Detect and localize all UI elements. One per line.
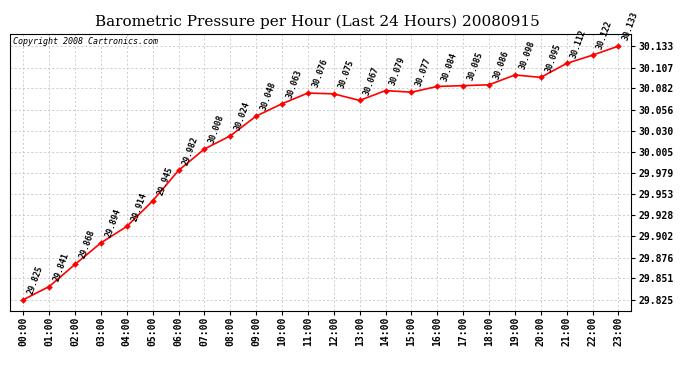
Text: 30.133: 30.133 (621, 10, 640, 42)
Text: 30.077: 30.077 (414, 57, 433, 88)
Text: 30.122: 30.122 (595, 20, 614, 51)
Text: 29.825: 29.825 (26, 264, 45, 296)
Text: 30.024: 30.024 (233, 100, 252, 132)
Text: 30.063: 30.063 (285, 68, 304, 100)
Text: 29.868: 29.868 (78, 229, 97, 260)
Text: 30.075: 30.075 (337, 58, 355, 90)
Text: 29.982: 29.982 (181, 135, 200, 166)
Text: 30.085: 30.085 (466, 50, 484, 81)
Text: Barometric Pressure per Hour (Last 24 Hours) 20080915: Barometric Pressure per Hour (Last 24 Ho… (95, 15, 540, 29)
Text: 30.048: 30.048 (259, 81, 277, 112)
Text: 30.098: 30.098 (518, 39, 536, 71)
Text: 29.945: 29.945 (155, 165, 174, 197)
Text: 29.841: 29.841 (52, 251, 70, 282)
Text: 30.008: 30.008 (207, 114, 226, 145)
Text: 29.914: 29.914 (130, 191, 148, 222)
Text: 30.084: 30.084 (440, 51, 459, 82)
Text: 30.076: 30.076 (310, 58, 329, 89)
Text: 29.894: 29.894 (104, 207, 122, 239)
Text: 30.112: 30.112 (569, 28, 588, 59)
Text: 30.095: 30.095 (544, 42, 562, 73)
Text: 30.086: 30.086 (492, 50, 511, 81)
Text: Copyright 2008 Cartronics.com: Copyright 2008 Cartronics.com (14, 36, 159, 45)
Text: 30.067: 30.067 (362, 65, 381, 96)
Text: 30.079: 30.079 (388, 55, 407, 86)
